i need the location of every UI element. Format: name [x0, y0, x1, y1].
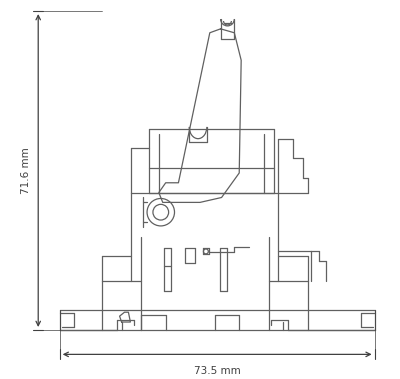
Text: 71.6 mm: 71.6 mm	[22, 147, 32, 194]
Text: 73.5 mm: 73.5 mm	[194, 366, 240, 376]
